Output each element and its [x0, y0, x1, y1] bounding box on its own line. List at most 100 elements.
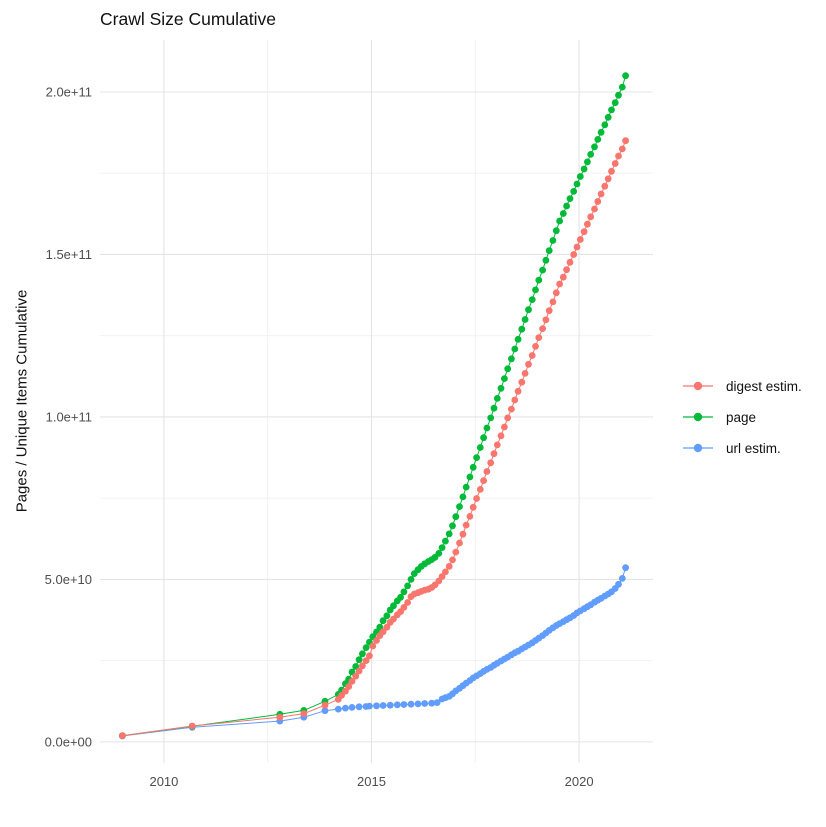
- data-point: [608, 167, 615, 175]
- data-point: [514, 335, 522, 343]
- data-point: [400, 701, 408, 708]
- data-point: [442, 537, 449, 545]
- legend-key-line-point-icon: [683, 412, 713, 422]
- data-point: [584, 158, 591, 166]
- data-point: [355, 656, 363, 664]
- y-axis-tick-label: 1.5e+11: [46, 247, 92, 262]
- data-point: [490, 450, 498, 458]
- data-point: [601, 121, 609, 129]
- data-point: [334, 705, 342, 713]
- data-point: [552, 289, 560, 297]
- data-point: [445, 563, 453, 570]
- data-point: [504, 365, 512, 373]
- x-axis-tick-label: 2015: [357, 774, 386, 789]
- data-point: [532, 286, 539, 294]
- data-point: [369, 642, 377, 650]
- data-point: [591, 205, 598, 213]
- data-point: [449, 522, 456, 530]
- data-point: [390, 602, 397, 610]
- data-point: [379, 628, 387, 636]
- y-axis-tick-label: 2.0e+11: [46, 84, 92, 99]
- data-point: [421, 700, 429, 707]
- data-point: [511, 396, 519, 404]
- data-point: [473, 454, 480, 461]
- data-point: [407, 700, 415, 708]
- data-point: [611, 160, 619, 167]
- data-point: [501, 423, 508, 431]
- data-point: [556, 280, 563, 288]
- data-point: [383, 612, 391, 620]
- data-point: [188, 722, 196, 730]
- data-point: [504, 414, 512, 422]
- data-point: [487, 414, 495, 422]
- data-point: [487, 459, 495, 467]
- data-point: [518, 378, 526, 386]
- data-point: [608, 106, 615, 114]
- data-point: [397, 593, 404, 601]
- data-point: [362, 644, 370, 651]
- data-point: [528, 352, 536, 359]
- data-point: [525, 360, 532, 368]
- legend: digest estim. page url estim.: [681, 378, 802, 456]
- data-point: [508, 355, 515, 363]
- data-point: [528, 296, 536, 303]
- data-point: [521, 370, 529, 377]
- data-point: [611, 99, 619, 107]
- data-point: [514, 387, 522, 395]
- data-point: [622, 137, 629, 145]
- data-point: [352, 672, 360, 680]
- data-point: [300, 710, 308, 717]
- data-point: [373, 702, 380, 710]
- data-point: [604, 175, 612, 183]
- data-point: [594, 198, 602, 205]
- data-point: [459, 530, 467, 538]
- data-point: [497, 432, 505, 440]
- data-point: [414, 700, 422, 708]
- data-point: [355, 667, 363, 675]
- data-point: [393, 701, 401, 709]
- data-point: [348, 678, 356, 685]
- data-point: [452, 548, 460, 556]
- data-point: [615, 91, 622, 99]
- data-point: [469, 463, 477, 471]
- data-point: [497, 384, 505, 392]
- data-point: [459, 493, 467, 501]
- data-point: [276, 713, 284, 721]
- data-point: [518, 325, 526, 333]
- data-point: [359, 650, 366, 658]
- data-point: [428, 699, 436, 707]
- series-url-estim: [119, 564, 629, 740]
- data-point: [622, 72, 629, 80]
- legend-label-digest-estim: digest estim.: [726, 378, 802, 394]
- data-point: [435, 550, 443, 557]
- data-point: [449, 556, 456, 564]
- data-point: [359, 662, 366, 670]
- data-point: [355, 703, 363, 711]
- x-axis-tick-label: 2020: [565, 774, 594, 789]
- data-point: [480, 434, 487, 442]
- data-point: [584, 220, 591, 228]
- data-point: [400, 588, 408, 596]
- data-point: [618, 83, 626, 91]
- data-point: [119, 732, 126, 740]
- legend-item-url-estim: url estim.: [681, 440, 802, 456]
- data-point: [542, 316, 550, 324]
- data-point: [404, 582, 411, 590]
- data-point: [473, 495, 480, 502]
- grid-major: [100, 40, 653, 763]
- data-point: [438, 544, 446, 551]
- data-point: [545, 307, 553, 315]
- data-point: [321, 701, 329, 709]
- data-point: [525, 306, 532, 314]
- data-point: [511, 345, 519, 353]
- legend-item-page: page: [681, 409, 802, 425]
- data-point: [348, 704, 356, 711]
- data-point: [580, 165, 588, 173]
- data-point: [570, 188, 578, 195]
- data-point: [615, 580, 622, 588]
- data-point: [604, 113, 612, 121]
- data-point: [573, 180, 581, 188]
- data-point: [493, 395, 501, 402]
- data-point: [622, 564, 629, 572]
